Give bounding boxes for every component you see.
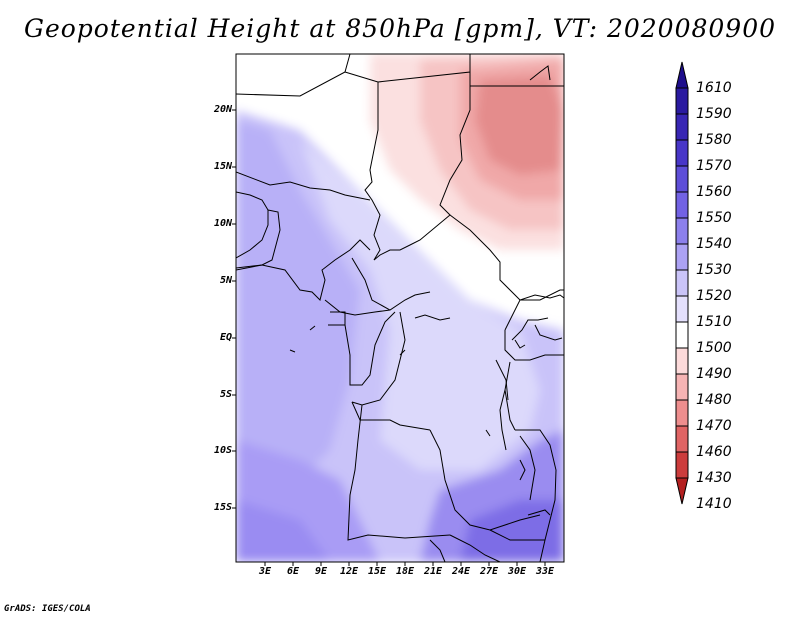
colorbar-swatch xyxy=(675,243,689,271)
colorbar-label: 1610 xyxy=(696,80,732,96)
map-title: Geopotential Height at 850hPa [gpm], VT:… xyxy=(23,14,777,43)
colorbar-label: 1570 xyxy=(696,158,732,174)
colorbar-swatch xyxy=(675,399,689,427)
geopotential-field xyxy=(236,54,564,562)
credit-text: GrADS: IGES/COLA xyxy=(4,604,91,614)
colorbar-swatch xyxy=(675,87,689,115)
colorbar-label: 1480 xyxy=(696,392,732,408)
lat-label: 10N xyxy=(213,218,232,229)
colorbar-arrow-bottom xyxy=(675,477,689,505)
colorbar-label: 1590 xyxy=(696,106,732,122)
country-borders xyxy=(236,54,564,562)
colorbar-label: 1530 xyxy=(696,262,732,278)
colorbar-label: 1430 xyxy=(696,470,732,486)
colorbar-arrow-top xyxy=(675,61,689,89)
colorbar-swatch xyxy=(675,191,689,219)
lon-label: 24E xyxy=(451,566,471,577)
lon-label: 21E xyxy=(423,566,443,577)
lat-label: 5N xyxy=(219,275,232,286)
colorbar-label: 1550 xyxy=(696,210,732,226)
colorbar-swatch xyxy=(675,139,689,167)
lon-label: 12E xyxy=(339,566,359,577)
lat-label: 15N xyxy=(213,161,232,172)
colorbar xyxy=(675,61,689,505)
lon-label: 33E xyxy=(535,566,555,577)
lon-ticks xyxy=(264,562,546,566)
lat-label: 20N xyxy=(213,104,232,115)
colorbar-label: 1560 xyxy=(696,184,732,200)
colorbar-swatch xyxy=(675,451,689,479)
colorbar-swatch xyxy=(675,269,689,297)
colorbar-label: 1520 xyxy=(696,288,732,304)
colorbar-swatch xyxy=(675,295,689,323)
colorbar-label: 1540 xyxy=(696,236,732,252)
lat-label: 5S xyxy=(219,389,232,400)
colorbar-swatch xyxy=(675,321,689,349)
colorbar-label: 1490 xyxy=(696,366,732,382)
lon-label: 15E xyxy=(367,566,387,577)
lon-label: 18E xyxy=(395,566,415,577)
colorbar-label: 1500 xyxy=(696,340,732,356)
colorbar-label: 1470 xyxy=(696,418,732,434)
lon-label: 9E xyxy=(314,566,328,577)
lon-label: 3E xyxy=(258,566,272,577)
lat-ticks xyxy=(232,109,236,509)
colorbar-label: 1460 xyxy=(696,444,732,460)
lon-label: 30E xyxy=(507,566,527,577)
lon-label: 6E xyxy=(286,566,300,577)
colorbar-label: 1410 xyxy=(696,496,732,512)
lon-label: 27E xyxy=(479,566,499,577)
colorbar-swatch xyxy=(675,347,689,375)
colorbar-swatch xyxy=(675,425,689,453)
lat-label: EQ xyxy=(219,332,232,343)
colorbar-label: 1580 xyxy=(696,132,732,148)
plot-frame xyxy=(235,53,565,563)
colorbar-label: 1510 xyxy=(696,314,732,330)
colorbar-swatch xyxy=(675,165,689,193)
colorbar-swatch xyxy=(675,113,689,141)
colorbar-swatch xyxy=(675,217,689,245)
colorbar-swatch xyxy=(675,373,689,401)
lat-label: 10S xyxy=(213,445,232,456)
lat-label: 15S xyxy=(213,502,232,513)
